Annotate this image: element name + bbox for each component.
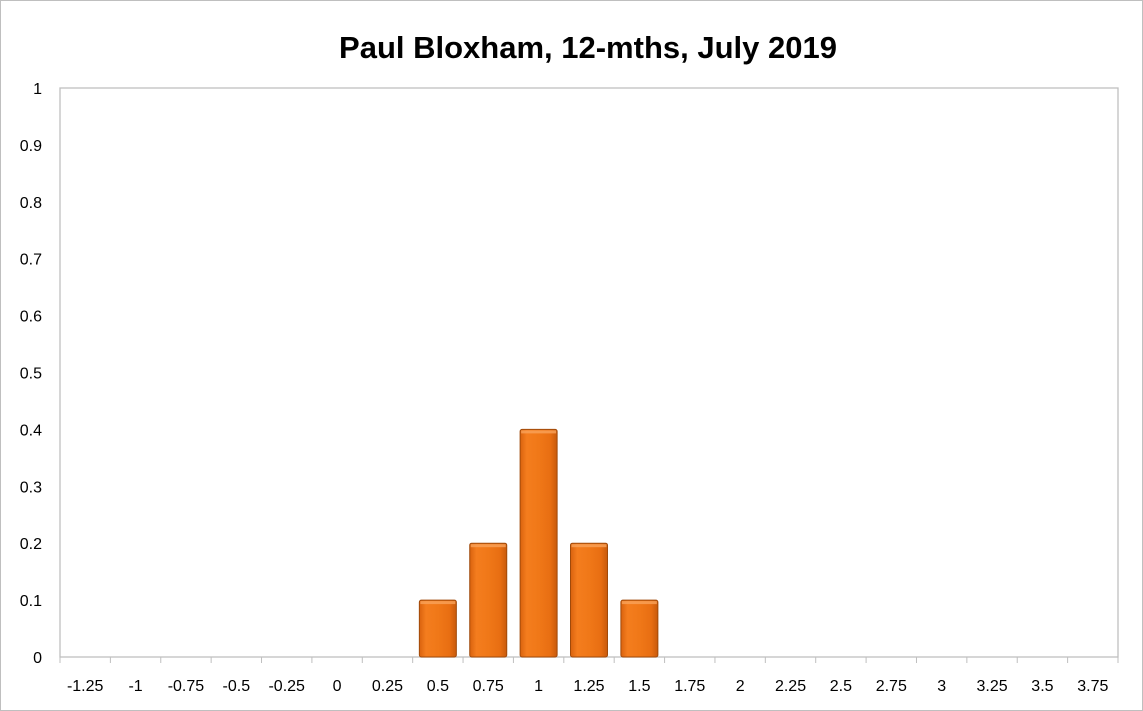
x-tick-label: -0.5 — [223, 678, 251, 695]
bar-highlight — [470, 544, 506, 548]
y-tick-label: 1 — [33, 81, 42, 98]
bar — [620, 599, 659, 658]
y-axis: 0 0.1 0.2 0.3 0.4 0.5 0.6 0.7 0.8 0.9 1 — [20, 81, 42, 667]
x-tick-label: 2.5 — [830, 678, 852, 695]
bar — [469, 542, 508, 658]
x-tick-label: 3 — [937, 678, 946, 695]
x-tick-label: 0.5 — [427, 678, 449, 695]
x-tick-label: 1.5 — [628, 678, 650, 695]
x-tick-label: 2.25 — [775, 678, 806, 695]
x-tick-label: -1 — [128, 678, 142, 695]
bar-highlight — [621, 601, 657, 605]
x-tick-label: 0.25 — [372, 678, 403, 695]
y-tick-label: 0.8 — [20, 195, 42, 212]
x-tick-label: 2.75 — [876, 678, 907, 695]
x-axis: -1.25 -1 -0.75 -0.5 -0.25 0 0.25 0.5 0.75 1 1.25 1.… — [59, 657, 1119, 695]
x-tick-label: 1.25 — [573, 678, 604, 695]
y-tick-label: 0 — [33, 650, 42, 667]
y-tick-label: 0.4 — [20, 422, 42, 439]
x-tick-label: 3.25 — [976, 678, 1007, 695]
x-tick-label: -0.25 — [268, 678, 305, 695]
y-tick-label: 0.5 — [20, 366, 42, 383]
y-tick-label: 0.9 — [20, 138, 42, 155]
bar-highlight — [420, 601, 456, 605]
x-tick-label: 3.75 — [1077, 678, 1108, 695]
bar-highlight — [521, 430, 557, 434]
y-tick-label: 0.7 — [20, 252, 42, 269]
chart-title: Paul Bloxham, 12-mths, July 2019 — [339, 30, 837, 65]
x-tick-label: -0.75 — [168, 678, 205, 695]
x-tick-label: 1 — [534, 678, 543, 695]
bar — [418, 599, 457, 658]
bar-highlight — [571, 544, 607, 548]
bars — [418, 428, 659, 658]
bar — [570, 542, 608, 658]
x-tick-label: 0.75 — [473, 678, 504, 695]
y-tick-label: 0.1 — [20, 593, 42, 610]
x-tick-label: 1.75 — [674, 678, 705, 695]
x-tick-label: 0 — [333, 678, 342, 695]
bar — [519, 428, 558, 658]
x-tick-label: 2 — [736, 678, 745, 695]
y-tick-label: 0.6 — [20, 309, 42, 326]
y-tick-label: 0.3 — [20, 479, 42, 496]
x-tick-label: 3.5 — [1031, 678, 1053, 695]
x-tick-label: -1.25 — [67, 678, 104, 695]
y-tick-label: 0.2 — [20, 536, 42, 553]
